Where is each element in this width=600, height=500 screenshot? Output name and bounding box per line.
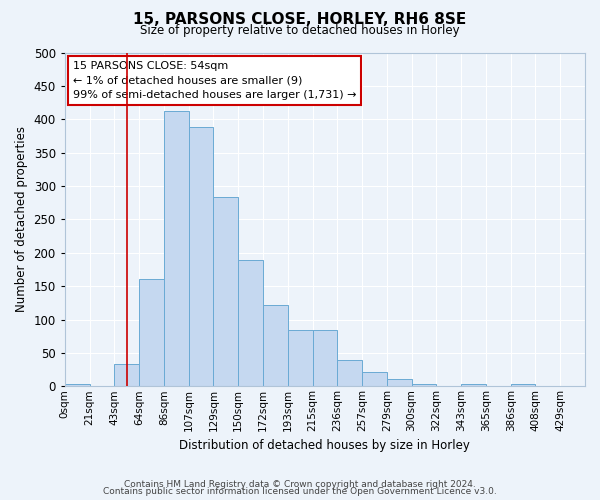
Bar: [65, 384, 89, 386]
Text: Contains HM Land Registry data © Crown copyright and database right 2024.: Contains HM Land Registry data © Crown c…: [124, 480, 476, 489]
X-axis label: Distribution of detached houses by size in Horley: Distribution of detached houses by size …: [179, 440, 470, 452]
Text: 15 PARSONS CLOSE: 54sqm
← 1% of detached houses are smaller (9)
99% of semi-deta: 15 PARSONS CLOSE: 54sqm ← 1% of detached…: [73, 61, 356, 100]
Bar: [164, 110, 188, 386]
Text: Size of property relative to detached houses in Horley: Size of property relative to detached ho…: [140, 24, 460, 37]
Text: Contains public sector information licensed under the Open Government Licence v3: Contains public sector information licen…: [103, 488, 497, 496]
Text: 15, PARSONS CLOSE, HORLEY, RH6 8SE: 15, PARSONS CLOSE, HORLEY, RH6 8SE: [133, 12, 467, 28]
Y-axis label: Number of detached properties: Number of detached properties: [15, 126, 28, 312]
Bar: [461, 384, 486, 386]
Bar: [214, 196, 238, 386]
Bar: [412, 384, 436, 386]
Bar: [387, 379, 412, 386]
Bar: [288, 330, 313, 386]
Bar: [238, 260, 263, 386]
Bar: [115, 364, 139, 386]
Bar: [362, 372, 387, 386]
Bar: [511, 384, 535, 386]
Bar: [313, 330, 337, 386]
Bar: [139, 280, 164, 386]
Bar: [337, 360, 362, 386]
Bar: [263, 306, 288, 386]
Bar: [188, 128, 214, 386]
